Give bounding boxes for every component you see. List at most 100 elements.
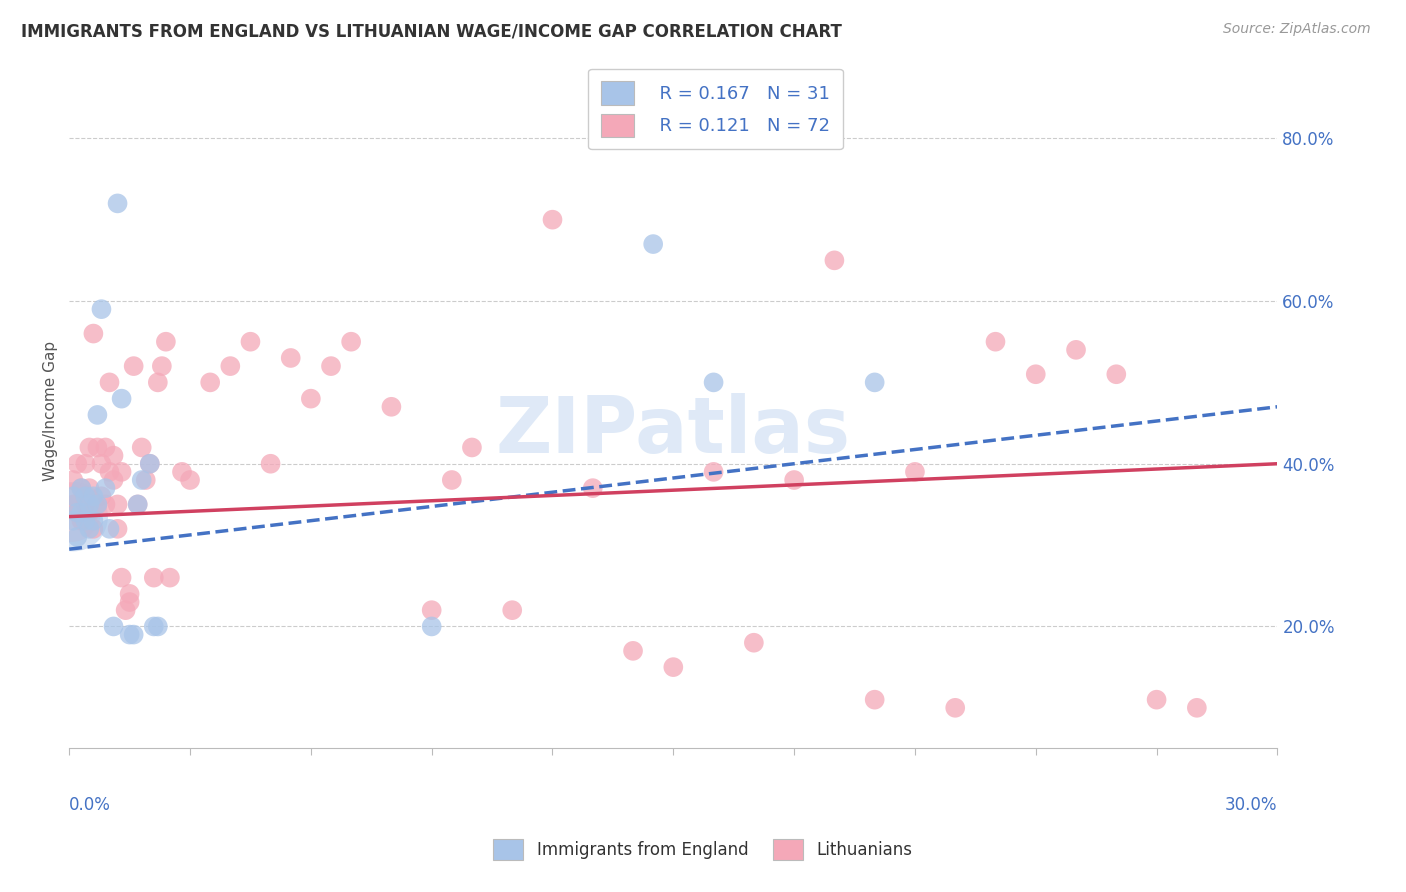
Point [420, 619, 443, 633]
Point [82, 489, 104, 503]
Point [135, 473, 157, 487]
Point [107, 497, 129, 511]
Point [501, 603, 523, 617]
Point [94, 481, 117, 495]
Point [75, 514, 97, 528]
Point [1185, 701, 1208, 715]
Point [703, 376, 725, 390]
Point [70, 481, 93, 495]
Point [662, 660, 685, 674]
Y-axis label: Wage/Income Gap: Wage/Income Gap [44, 341, 58, 481]
Point [159, 571, 181, 585]
Point [742, 636, 765, 650]
Point [146, 376, 169, 390]
Point [122, 359, 145, 373]
Point [621, 644, 644, 658]
Point [1105, 368, 1128, 382]
Point [79, 441, 101, 455]
Point [70, 514, 93, 528]
Point [179, 473, 201, 487]
Point [984, 334, 1007, 349]
Legend: Immigrants from England, Lithuanians: Immigrants from England, Lithuanians [484, 829, 922, 871]
Point [219, 359, 242, 373]
Point [146, 619, 169, 633]
Point [103, 473, 125, 487]
Point [94, 497, 117, 511]
Point [299, 392, 322, 406]
Point [118, 627, 141, 641]
Point [1146, 692, 1168, 706]
Point [319, 359, 342, 373]
Point [90, 457, 112, 471]
Point [79, 481, 101, 495]
Point [79, 522, 101, 536]
Point [280, 351, 302, 365]
Point [783, 473, 806, 487]
Point [107, 196, 129, 211]
Point [62, 497, 84, 511]
Point [142, 571, 165, 585]
Point [823, 253, 845, 268]
Point [110, 571, 132, 585]
Point [62, 509, 84, 524]
Point [863, 692, 886, 706]
Point [107, 522, 129, 536]
Point [142, 619, 165, 633]
Point [259, 457, 281, 471]
Point [582, 481, 605, 495]
Point [643, 237, 665, 252]
Point [75, 497, 97, 511]
Point [70, 481, 93, 495]
Point [62, 473, 84, 487]
Point [198, 376, 221, 390]
Point [79, 506, 101, 520]
Point [86, 408, 108, 422]
Point [118, 595, 141, 609]
Point [139, 457, 162, 471]
Point [94, 441, 117, 455]
Point [127, 497, 149, 511]
Point [86, 441, 108, 455]
Point [62, 514, 84, 528]
Text: ZIPatlas: ZIPatlas [496, 393, 851, 469]
Point [114, 603, 136, 617]
Point [110, 392, 132, 406]
Point [420, 603, 443, 617]
Text: IMMIGRANTS FROM ENGLAND VS LITHUANIAN WAGE/INCOME GAP CORRELATION CHART: IMMIGRANTS FROM ENGLAND VS LITHUANIAN WA… [21, 22, 842, 40]
Point [118, 587, 141, 601]
Text: 0.0%: 0.0% [69, 796, 111, 814]
Point [86, 497, 108, 511]
Point [82, 514, 104, 528]
Point [155, 334, 177, 349]
Point [110, 465, 132, 479]
Point [943, 701, 966, 715]
Point [440, 473, 463, 487]
Point [79, 497, 101, 511]
Point [1025, 368, 1047, 382]
Point [60, 506, 83, 520]
Point [66, 457, 89, 471]
Point [103, 619, 125, 633]
Point [863, 376, 886, 390]
Point [139, 457, 162, 471]
Point [103, 449, 125, 463]
Point [66, 506, 89, 520]
Point [239, 334, 262, 349]
Point [98, 376, 121, 390]
Point [90, 489, 112, 503]
Point [90, 302, 112, 317]
Point [340, 334, 363, 349]
Text: Source: ZipAtlas.com: Source: ZipAtlas.com [1223, 22, 1371, 37]
Point [86, 497, 108, 511]
Point [66, 530, 89, 544]
Point [62, 489, 84, 503]
Point [122, 627, 145, 641]
Point [703, 465, 725, 479]
Point [131, 441, 153, 455]
Point [461, 441, 484, 455]
Point [75, 489, 97, 503]
Legend:   R = 0.167   N = 31,   R = 0.121   N = 72: R = 0.167 N = 31, R = 0.121 N = 72 [589, 69, 842, 150]
Point [150, 359, 173, 373]
Point [541, 212, 564, 227]
Point [380, 400, 402, 414]
